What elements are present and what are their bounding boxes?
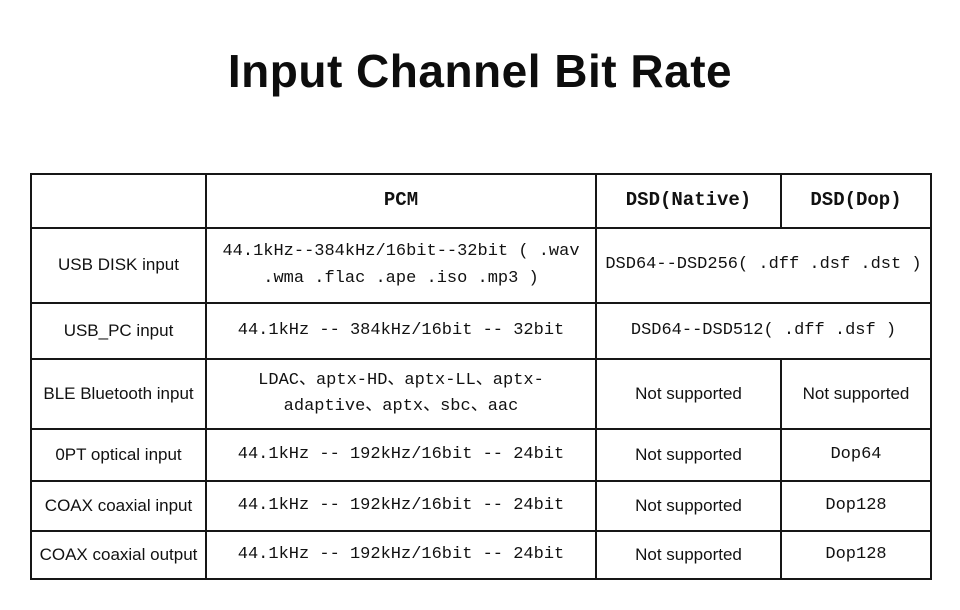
table-row-coax-coaxial-input: COAX coaxial input 44.1kHz -- 192kHz/16b…	[30, 480, 932, 532]
row-label: USB DISK input	[30, 227, 207, 304]
pcm-cell: 44.1kHz -- 192kHz/16bit -- 24bit	[205, 530, 597, 580]
dsd-dop-cell: Dop128	[780, 480, 932, 532]
dsd-native-cell: Not supported	[595, 530, 782, 580]
header-cell-dsd-native: DSD(Native)	[595, 173, 782, 229]
table-row-opt-optical-input: 0PT optical input 44.1kHz -- 192kHz/16bi…	[30, 428, 932, 482]
dsd-dop-cell: Dop128	[780, 530, 932, 580]
pcm-cell: 44.1kHz--384kHz/16bit--32bit ( .wav .wma…	[205, 227, 597, 304]
table-header-row: PCM DSD(Native) DSD(Dop)	[30, 173, 932, 229]
header-cell-pcm: PCM	[205, 173, 597, 229]
input-channel-bit-rate-table: PCM DSD(Native) DSD(Dop) USB DISK input …	[30, 173, 932, 580]
dsd-native-cell: Not supported	[595, 358, 782, 430]
pcm-cell: LDAC、aptx-HD、aptx-LL、aptx-adaptive、aptx、…	[205, 358, 597, 430]
row-label: BLE Bluetooth input	[30, 358, 207, 430]
page-title: Input Channel Bit Rate	[227, 45, 733, 97]
table-row-ble-bluetooth-input: BLE Bluetooth input LDAC、aptx-HD、aptx-LL…	[30, 358, 932, 430]
table-row-usb-pc-input: USB_PC input 44.1kHz -- 384kHz/16bit -- …	[30, 302, 932, 360]
dsd-native-cell: Not supported	[595, 480, 782, 532]
dsd-dop-cell: Dop64	[780, 428, 932, 482]
dsd-combined-cell: DSD64--DSD256( .dff .dsf .dst )	[595, 227, 932, 304]
row-label: USB_PC input	[30, 302, 207, 360]
row-label: COAX coaxial input	[30, 480, 207, 532]
row-label: COAX coaxial output	[30, 530, 207, 580]
pcm-cell: 44.1kHz -- 192kHz/16bit -- 24bit	[205, 480, 597, 532]
pcm-cell: 44.1kHz -- 384kHz/16bit -- 32bit	[205, 302, 597, 360]
row-label: 0PT optical input	[30, 428, 207, 482]
pcm-cell: 44.1kHz -- 192kHz/16bit -- 24bit	[205, 428, 597, 482]
dsd-dop-cell: Not supported	[780, 358, 932, 430]
header-cell-dsd-dop: DSD(Dop)	[780, 173, 932, 229]
table-row-coax-coaxial-output: COAX coaxial output 44.1kHz -- 192kHz/16…	[30, 530, 932, 580]
dsd-combined-cell: DSD64--DSD512( .dff .dsf )	[595, 302, 932, 360]
header-cell-empty	[30, 173, 207, 229]
table-row-usb-disk-input: USB DISK input 44.1kHz--384kHz/16bit--32…	[30, 227, 932, 304]
dsd-native-cell: Not supported	[595, 428, 782, 482]
